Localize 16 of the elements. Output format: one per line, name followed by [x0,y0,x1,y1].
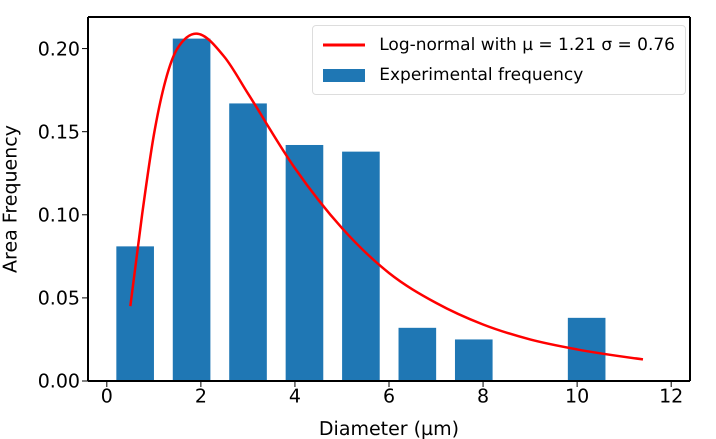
legend-label: Log-normal with μ = 1.21 σ = 0.76 [379,34,675,57]
y-tick-label: 0.10 [38,204,80,227]
x-tick-label: 10 [565,385,590,408]
y-axis-title: Area Frequency [0,125,22,273]
x-tick-label: 6 [382,385,396,408]
x-axis-title: Diameter (μm) [318,418,460,439]
y-tick-label: 0.05 [38,288,80,310]
x-tick-label: 2 [194,385,207,408]
x-tick-label: 4 [288,385,301,408]
x-tick-label: 0 [100,385,113,408]
x-tick-label: 8 [477,385,490,408]
x-tick-label: 12 [659,385,684,408]
y-tick-label: 0.20 [38,38,80,60]
y-tick-label: 0.15 [38,121,80,144]
legend-label: Experimental frequency [379,64,584,87]
y-tick-label: 0.00 [38,370,80,393]
